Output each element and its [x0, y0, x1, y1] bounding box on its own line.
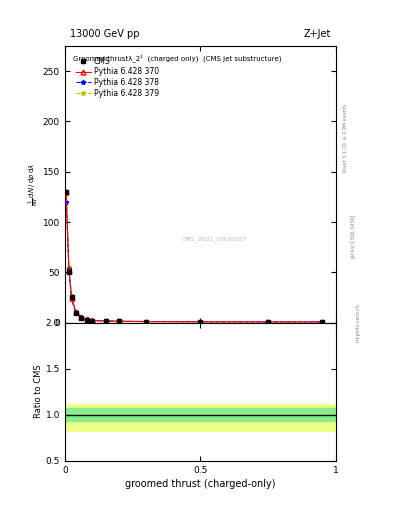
Y-axis label: $\frac{1}{\mathrm{d}N}\,\mathrm{d}N\,/\,\mathrm{d}p\,\mathrm{d}\lambda$: $\frac{1}{\mathrm{d}N}\,\mathrm{d}N\,/\,…	[27, 163, 41, 206]
Y-axis label: Ratio to CMS: Ratio to CMS	[34, 365, 43, 418]
Text: mcplots.cern.ch: mcplots.cern.ch	[356, 303, 361, 342]
X-axis label: groomed thrust (charged-only): groomed thrust (charged-only)	[125, 479, 275, 489]
Text: CMS_2021_I1920187: CMS_2021_I1920187	[182, 237, 246, 243]
Legend: CMS, Pythia 6.428 370, Pythia 6.428 378, Pythia 6.428 379: CMS, Pythia 6.428 370, Pythia 6.428 378,…	[74, 55, 161, 99]
Text: Groomed thrustλ_2¹  (charged only)  (CMS jet substructure): Groomed thrustλ_2¹ (charged only) (CMS j…	[73, 54, 281, 62]
Text: Z+Jet: Z+Jet	[303, 29, 331, 39]
Text: [arXiv:1306.3436]: [arXiv:1306.3436]	[350, 214, 355, 258]
Text: 13000 GeV pp: 13000 GeV pp	[70, 29, 140, 39]
Text: Rivet 3.1.10, ≥ 2.9M events: Rivet 3.1.10, ≥ 2.9M events	[343, 104, 348, 173]
